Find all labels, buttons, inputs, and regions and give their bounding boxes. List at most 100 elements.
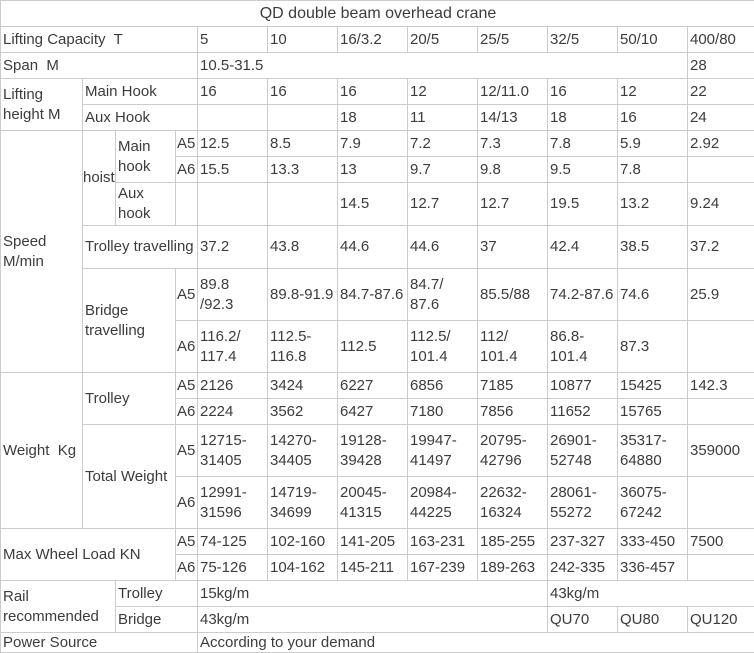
capacity-value: 16/3.2 [338,27,408,53]
value-cell: 74.6 [618,269,688,321]
value-cell: 5.9 [618,131,688,157]
value-cell: 15765 [618,399,688,425]
value-cell: 9.5 [548,157,618,183]
span-value: 28 [688,53,754,79]
table-row: Power Source According to your demand [1,633,754,653]
value-cell: 16 [198,79,268,105]
table-row: Rail recommended Trolley 15kg/m 43kg/m [1,581,754,607]
value-cell: 359000 [688,425,754,477]
value-cell: 74-125 [198,529,268,555]
rail-type-qu80: QU80 [618,607,688,633]
value-cell: 6227 [338,373,408,399]
value-cell: 2126 [198,373,268,399]
capacity-value: 25/5 [478,27,548,53]
value-cell: 12.5 [198,131,268,157]
table-row: Max Wheel Load KN A5 74-125 102-160 141-… [1,529,754,555]
value-cell: 13 [338,157,408,183]
value-cell: 9.8 [478,157,548,183]
sub-label-hoist: hoist [83,131,116,226]
value-cell: 86.8-101.4 [548,321,618,373]
value-cell: 24 [688,105,754,131]
value-cell: 333-450 [618,529,688,555]
sub-label-main-hook: Main Hook [83,79,198,105]
value-cell: 18 [338,105,408,131]
table-title: QD double beam overhead crane [1,1,754,27]
value-cell: 7.8 [548,131,618,157]
value-cell: 7.9 [338,131,408,157]
class-label-a6: A6 [176,321,198,373]
value-cell: 167-239 [408,555,478,581]
value-cell: 16 [618,105,688,131]
value-cell: 13.2 [618,183,688,226]
value-cell: 26901-52748 [548,425,618,477]
value-cell: 19128-39428 [338,425,408,477]
value-cell: 112.5 [338,321,408,373]
value-cell: 35317-64880 [618,425,688,477]
value-cell: 18 [548,105,618,131]
value-cell [688,399,754,425]
value-cell: 7856 [478,399,548,425]
value-cell: 12.7 [408,183,478,226]
value-cell: 37.2 [688,226,754,269]
value-cell [198,183,268,226]
value-cell: 15425 [618,373,688,399]
table-row: Weight Kg Trolley A5 2126 3424 6227 6856… [1,373,754,399]
value-cell: 14.5 [338,183,408,226]
value-cell: 74.2-87.6 [548,269,618,321]
value-cell: 19.5 [548,183,618,226]
value-cell: 189-263 [478,555,548,581]
value-cell: 20045-41315 [338,477,408,529]
value-cell: 336-457 [618,555,688,581]
rail-bridge-value: 43kg/m [198,607,548,633]
value-cell: 38.5 [618,226,688,269]
value-cell [688,555,754,581]
value-cell: 237-327 [548,529,618,555]
value-cell: 15.5 [198,157,268,183]
value-cell: 12.7 [478,183,548,226]
class-label-a5: A5 [176,373,198,399]
table-row: Lifting Capacity T 5 10 16/3.2 20/5 25/5… [1,27,754,53]
value-cell: 112/ 101.4 [478,321,548,373]
value-cell: 11652 [548,399,618,425]
value-cell: 9.24 [688,183,754,226]
class-label-a6: A6 [176,399,198,425]
value-cell: 112.5/ 101.4 [408,321,478,373]
value-cell: 89.8-91.9 [268,269,338,321]
row-label-rail-recommended: Rail recommended [1,581,116,633]
class-label-a6: A6 [176,157,198,183]
table-row: Bridge travelling A5 89.8 /92.3 89.8-91.… [1,269,754,321]
sub-label-rail-bridge: Bridge [116,607,198,633]
value-cell: 242-335 [548,555,618,581]
row-label-weight: Weight Kg [1,373,83,529]
value-cell: 7180 [408,399,478,425]
value-cell: 185-255 [478,529,548,555]
value-cell: 141-205 [338,529,408,555]
value-cell: 8.5 [268,131,338,157]
table-row: Lifting height M Main Hook 16 16 16 12 1… [1,79,754,105]
span-range-value: 10.5-31.5 [198,53,688,79]
value-cell: 11 [408,105,478,131]
value-cell: 84.7/ 87.6 [408,269,478,321]
value-cell [268,183,338,226]
row-label-power-source: Power Source [1,633,198,653]
value-cell: 43.8 [268,226,338,269]
class-label-empty [176,183,198,226]
value-cell [268,105,338,131]
sub-label-trolley-weight: Trolley [83,373,176,425]
value-cell: 142.3 [688,373,754,399]
table-row: Speed M/min hoist Main hook A5 12.5 8.5 … [1,131,754,157]
value-cell: 104-162 [268,555,338,581]
class-label-a5: A5 [176,131,198,157]
row-label-lifting-height: Lifting height M [1,79,83,131]
capacity-value: 32/5 [548,27,618,53]
value-cell: 16 [268,79,338,105]
row-label-speed: Speed M/min [1,131,83,373]
value-cell [688,157,754,183]
value-cell: 12/11.0 [478,79,548,105]
capacity-value: 5 [198,27,268,53]
value-cell: 14719-34699 [268,477,338,529]
value-cell: 22632-16324 [478,477,548,529]
value-cell: 16 [548,79,618,105]
value-cell: 28061-55272 [548,477,618,529]
